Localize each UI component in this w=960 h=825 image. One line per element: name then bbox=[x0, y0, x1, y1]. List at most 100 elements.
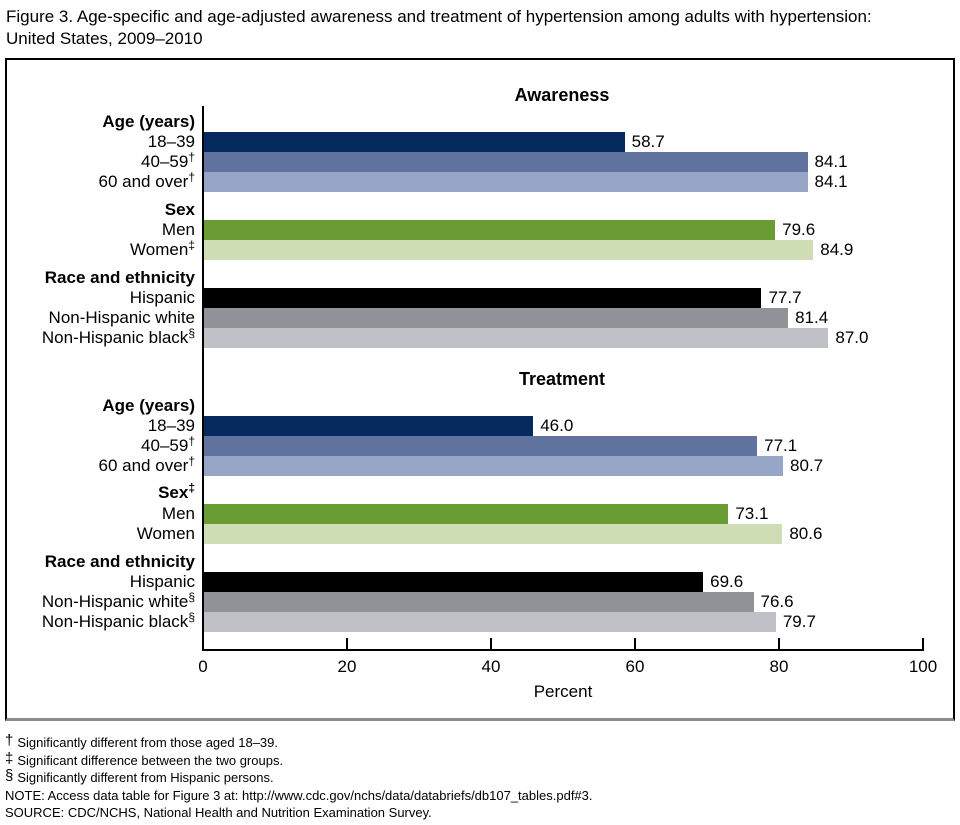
group-header: Race and ethnicity bbox=[7, 262, 953, 288]
bar bbox=[202, 416, 534, 436]
bar-row: Non-Hispanic black§ 79.7 bbox=[7, 610, 953, 632]
bar-track: 84.9 bbox=[202, 240, 953, 260]
footnotes: † Significantly different from those aged… bbox=[5, 732, 960, 822]
category-label: 60 and over† bbox=[98, 170, 195, 191]
x-axis-tick bbox=[202, 638, 204, 649]
category-label: 40–59† bbox=[141, 150, 195, 171]
category-label: Men bbox=[161, 504, 195, 523]
group-header: Age (years) bbox=[7, 390, 953, 416]
bar-row: 40–59† 77.1 bbox=[7, 434, 953, 456]
value-label: 84.9 bbox=[820, 240, 854, 259]
bar bbox=[202, 240, 814, 260]
group-header-label: Race and ethnicity bbox=[44, 268, 195, 287]
value-label: 77.1 bbox=[764, 436, 798, 455]
figure-title-line1: Figure 3. Age-specific and age-adjusted … bbox=[6, 7, 872, 26]
section-title: Awareness bbox=[514, 85, 610, 105]
footnote-marker: † bbox=[188, 170, 195, 184]
x-axis-tick-label: 40 bbox=[481, 657, 501, 676]
footnote-symbol: § bbox=[5, 767, 14, 784]
category-label: Women bbox=[136, 524, 195, 543]
category-label: Hispanic bbox=[129, 288, 195, 307]
bar-track: 77.7 bbox=[202, 288, 953, 308]
footnote-line: § Significantly different from Hispanic p… bbox=[5, 767, 960, 787]
category-label: Hispanic bbox=[129, 572, 195, 591]
figure-title: Figure 3. Age-specific and age-adjusted … bbox=[0, 0, 960, 50]
bar bbox=[202, 152, 808, 172]
chart-sections: Awareness Age (years) 18–39 58.7 40–59† 84.1 6… bbox=[7, 84, 953, 632]
bar-track: 79.7 bbox=[202, 612, 953, 632]
category-label: Non-Hispanic white§ bbox=[41, 590, 195, 611]
bar-row: Men 79.6 bbox=[7, 220, 953, 240]
value-label: 84.1 bbox=[814, 172, 848, 191]
bar bbox=[202, 524, 783, 544]
bar-track: 84.1 bbox=[202, 152, 953, 172]
category-label: Non-Hispanic white bbox=[48, 308, 195, 327]
section-title: Treatment bbox=[518, 369, 606, 389]
figure-title-line2: United States, 2009–2010 bbox=[6, 29, 203, 48]
bar-track: 58.7 bbox=[202, 132, 953, 152]
footnote-text: SOURCE: CDC/NCHS, National Health and Nu… bbox=[5, 805, 432, 820]
group-header: Age (years) bbox=[7, 106, 953, 132]
bar bbox=[202, 328, 829, 348]
chart-section-awareness: Awareness Age (years) 18–39 58.7 40–59† 84.1 6… bbox=[7, 84, 953, 348]
bar bbox=[202, 288, 762, 308]
x-axis-tick bbox=[346, 638, 348, 649]
footnote-marker: † bbox=[188, 150, 195, 164]
bar-row: Non-Hispanic white 81.4 bbox=[7, 308, 953, 328]
bar bbox=[202, 220, 776, 240]
y-axis-line bbox=[202, 106, 204, 651]
value-label: 80.6 bbox=[789, 524, 823, 543]
category-label: Women‡ bbox=[130, 238, 195, 259]
category-label: Non-Hispanic black§ bbox=[41, 610, 195, 631]
footnote-text: Significantly different from Hispanic pe… bbox=[17, 770, 274, 785]
chart-section-treatment: Treatment Age (years) 18–39 46.0 40–59† 77.1 6… bbox=[7, 368, 953, 632]
bar-track: 76.6 bbox=[202, 592, 953, 612]
bar bbox=[202, 308, 789, 328]
group-header-label: Age (years) bbox=[102, 112, 195, 131]
bar-row: 40–59† 84.1 bbox=[7, 150, 953, 172]
bar-row: 60 and over† 84.1 bbox=[7, 170, 953, 192]
footnote-marker: ‡ bbox=[188, 238, 195, 252]
group-header: Race and ethnicity bbox=[7, 546, 953, 572]
value-label: 76.6 bbox=[760, 592, 794, 611]
bar-row: 18–39 46.0 bbox=[7, 416, 953, 436]
x-axis-tick bbox=[922, 638, 924, 649]
bar-row: Men 73.1 bbox=[7, 504, 953, 524]
bar bbox=[202, 592, 754, 612]
group-header: Sex‡ bbox=[7, 478, 953, 504]
x-axis-tick bbox=[634, 638, 636, 649]
category-label: 40–59† bbox=[141, 434, 195, 455]
value-label: 69.6 bbox=[710, 572, 744, 591]
value-label: 77.7 bbox=[768, 288, 802, 307]
value-label: 81.4 bbox=[795, 308, 829, 327]
x-axis-tick-label: 80 bbox=[769, 657, 789, 676]
group-header-label: Sex bbox=[164, 200, 195, 219]
x-axis-tick-label: 0 bbox=[198, 657, 208, 676]
footnote-marker: † bbox=[188, 434, 195, 448]
footnote-text: Significant difference between the two g… bbox=[17, 752, 284, 768]
value-label: 84.1 bbox=[814, 152, 848, 171]
category-label: 18–39 bbox=[147, 132, 195, 151]
x-axis-tick bbox=[778, 638, 780, 649]
value-label: 80.7 bbox=[790, 456, 824, 475]
bar-row: Women 80.6 bbox=[7, 524, 953, 544]
footnote-text: NOTE: Access data table for Figure 3 at:… bbox=[5, 787, 593, 803]
bar bbox=[202, 456, 784, 476]
value-label: 79.6 bbox=[782, 220, 816, 239]
bar-track: 80.7 bbox=[202, 456, 953, 476]
bar-track: 84.1 bbox=[202, 172, 953, 192]
group-header-label: Age (years) bbox=[102, 396, 195, 415]
category-label: 18–39 bbox=[147, 416, 195, 435]
bar bbox=[202, 504, 729, 524]
bar-track: 77.1 bbox=[202, 436, 953, 456]
footnote-line: SOURCE: CDC/NCHS, National Health and Nu… bbox=[5, 804, 960, 822]
bar-track: 87.0 bbox=[202, 328, 953, 348]
value-label: 79.7 bbox=[782, 612, 816, 631]
value-label: 73.1 bbox=[735, 504, 769, 523]
x-axis-title: Percent bbox=[533, 682, 593, 701]
x-axis-tick bbox=[490, 638, 492, 649]
footnote-marker: § bbox=[188, 590, 195, 604]
footnote-line: † Significantly different from those aged… bbox=[5, 732, 960, 752]
chart-box: Awareness Age (years) 18–39 58.7 40–59† 84.1 6… bbox=[5, 58, 955, 721]
